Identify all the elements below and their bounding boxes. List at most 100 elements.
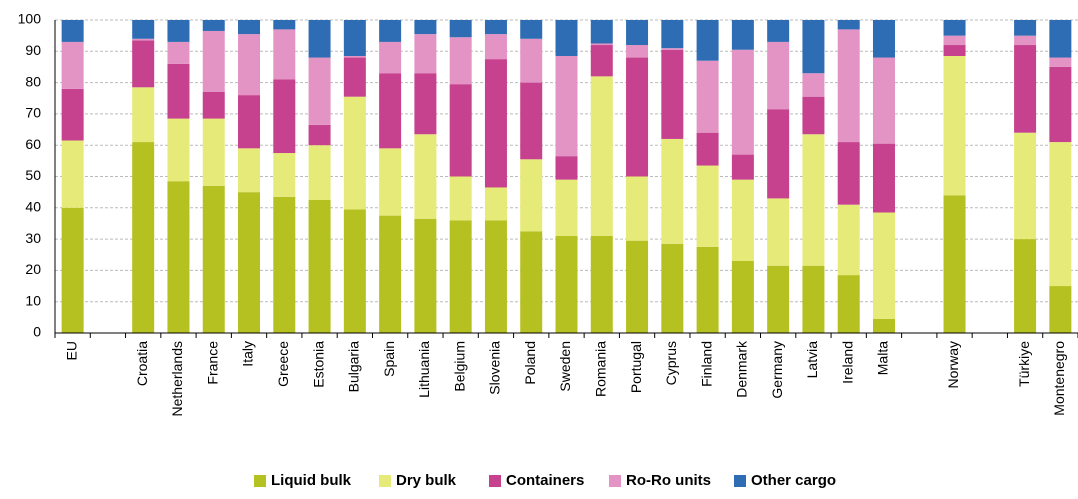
bar-segment [731, 154, 754, 180]
x-tick-label: Croatia [134, 341, 150, 386]
bar-segment [449, 220, 472, 333]
bar-segment [520, 231, 543, 333]
bar-segment [520, 159, 543, 232]
bar-segment [520, 82, 543, 160]
bar-segment [414, 20, 437, 35]
bar-segment [661, 243, 684, 333]
x-tick-label: Norway [945, 341, 961, 388]
x-tick-label: Italy [240, 341, 256, 367]
bar-segment [238, 148, 261, 193]
bar-segment [1014, 35, 1037, 46]
bar-segment [273, 79, 296, 154]
x-tick-label: Lithuania [416, 341, 432, 398]
bar-segment [626, 240, 649, 333]
bar-segment [238, 95, 261, 149]
y-tick-label: 80 [25, 73, 41, 89]
bar-segment [167, 41, 190, 64]
bar-segment [414, 218, 437, 333]
bar-segment [590, 76, 613, 236]
bar-segment [167, 118, 190, 182]
bar-segment [590, 45, 613, 77]
bar-segment [943, 35, 966, 46]
bar-segment [1014, 132, 1037, 240]
bar-segment [343, 96, 366, 210]
bar-segment [696, 165, 719, 247]
bar-segment [696, 20, 719, 61]
bar-segment [343, 55, 366, 58]
bar-segment [379, 215, 402, 333]
bar-segment [202, 20, 225, 31]
bar-segment [132, 87, 155, 143]
legend-label: Liquid bulk [271, 472, 352, 489]
x-tick-label: Cyprus [663, 341, 679, 385]
bar-segment [273, 29, 296, 80]
bar-segment [837, 142, 860, 205]
bar-segment [202, 91, 225, 119]
bar-segment [61, 207, 84, 333]
bar-segment [449, 37, 472, 85]
x-tick-label: Sweden [557, 341, 573, 392]
bar-segment [837, 20, 860, 30]
x-tick-label: Finland [698, 341, 714, 387]
bar-segment [449, 176, 472, 221]
bar-segment [484, 34, 507, 60]
bar-segment [61, 20, 84, 42]
bar-segment [308, 20, 331, 58]
bar-segment [626, 20, 649, 46]
bar-segment [238, 192, 261, 333]
bar-segment [943, 195, 966, 333]
bar-segment [661, 49, 684, 139]
x-tick-label: Poland [522, 341, 538, 385]
bar-segment [555, 55, 578, 157]
x-tick-label: Estonia [310, 341, 326, 388]
bar-segment [308, 199, 331, 333]
y-tick-label: 50 [25, 167, 41, 183]
bar-segment [1014, 45, 1037, 133]
bar-segment [484, 59, 507, 188]
bar-segment [308, 145, 331, 200]
y-tick-label: 60 [25, 136, 41, 152]
bar-segment [943, 55, 966, 196]
x-tick-label: Bulgaria [346, 341, 362, 393]
bar-segment [590, 43, 613, 46]
x-tick-label: Germany [769, 341, 785, 399]
x-tick-label: Malta [875, 341, 891, 375]
legend-swatch [379, 475, 391, 487]
bar-segment [61, 88, 84, 141]
x-tick-label: Latvia [804, 341, 820, 379]
x-tick-label: EU [63, 341, 79, 360]
bar-segment [837, 275, 860, 333]
bar-segment [132, 142, 155, 333]
bar-segment [555, 20, 578, 56]
bar-segment [767, 20, 790, 42]
x-tick-label: Netherlands [169, 341, 185, 417]
bar-segment [414, 134, 437, 219]
bar-segment [308, 124, 331, 146]
bar-segment [414, 73, 437, 135]
bar-segment [379, 73, 402, 149]
bar-segment [767, 265, 790, 333]
y-tick-label: 30 [25, 230, 41, 246]
x-tick-label: France [204, 341, 220, 385]
bar-segment [696, 246, 719, 333]
bar-segment [343, 57, 366, 97]
bar-segment [449, 84, 472, 177]
bar-segment [802, 20, 825, 74]
bar-segment [308, 57, 331, 125]
bar-segment [943, 45, 966, 56]
bar-segment [555, 235, 578, 333]
legend-label: Other cargo [751, 472, 836, 489]
bar-segment [484, 220, 507, 333]
y-tick-label: 100 [18, 11, 42, 27]
x-tick-label: Slovenia [487, 341, 503, 395]
bar-segment [626, 176, 649, 241]
bar-segment [167, 181, 190, 333]
bar-segment [767, 109, 790, 199]
bar-segment [731, 49, 754, 155]
legend-swatch [734, 475, 746, 487]
bar-segment [696, 60, 719, 133]
bar-segment [661, 48, 684, 50]
bar-segment [626, 57, 649, 177]
y-tick-label: 90 [25, 42, 41, 58]
